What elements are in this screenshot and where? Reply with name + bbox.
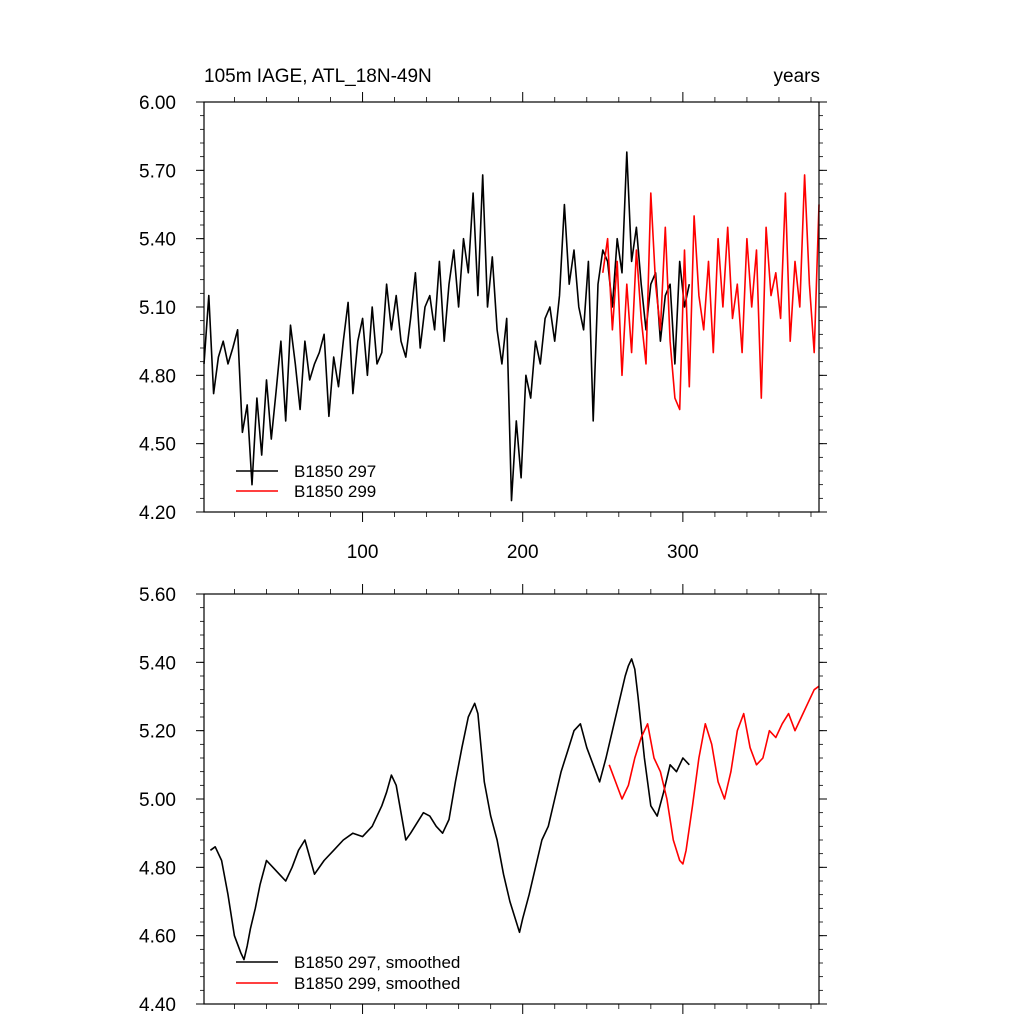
series-line-b1850-299 bbox=[602, 174, 820, 411]
series-line-b1850-297 bbox=[209, 658, 690, 961]
bottom-legend-label-299: B1850 299, smoothed bbox=[294, 974, 460, 993]
y-tick-label: 5.10 bbox=[139, 298, 176, 319]
top-legend: B1850 297 B1850 299 bbox=[236, 462, 376, 501]
top-chart-title: 105m IAGE, ATL_18N-49N bbox=[204, 66, 432, 87]
y-tick-label: 5.70 bbox=[139, 161, 176, 182]
bottom-plot-frame bbox=[203, 593, 820, 1005]
bottom-panel: 4.40 4.60 4.80 5.00 5.20 5.40 5.60 B1850 297, … bbox=[139, 584, 827, 1016]
y-tick-label: 4.20 bbox=[139, 503, 176, 524]
y-tick-label: 4.60 bbox=[139, 927, 176, 948]
y-tick-label: 5.20 bbox=[139, 722, 176, 743]
bottom-legend-label-297: B1850 297, smoothed bbox=[294, 953, 460, 972]
top-plot-frame bbox=[203, 101, 820, 513]
bottom-legend: B1850 297, smoothed B1850 299, smoothed bbox=[236, 953, 460, 993]
x-tick-label: 200 bbox=[507, 542, 539, 563]
y-tick-label: 5.00 bbox=[139, 790, 176, 811]
y-tick-label: 4.50 bbox=[139, 435, 176, 456]
y-tick-label: 4.40 bbox=[139, 995, 176, 1016]
top-axis-ticks: 4.20 4.50 4.80 5.10 5.40 5.70 6.00 100 200 300 bbox=[139, 92, 827, 563]
x-tick-label: 300 bbox=[667, 542, 699, 563]
y-tick-label: 4.80 bbox=[139, 366, 176, 387]
series-line-b1850-299 bbox=[608, 685, 820, 865]
top-chart-right-label: years bbox=[774, 66, 820, 87]
top-legend-label-297: B1850 297 bbox=[294, 462, 376, 481]
top-panel: 105m IAGE, ATL_18N-49N years 4.20 4.50 4.8… bbox=[139, 66, 827, 563]
bottom-series-lines bbox=[209, 658, 820, 961]
y-tick-label: 6.00 bbox=[139, 93, 176, 114]
x-tick-label: 100 bbox=[347, 542, 379, 563]
bottom-axis-ticks: 4.40 4.60 4.80 5.00 5.20 5.40 5.60 bbox=[139, 584, 827, 1016]
series-line-b1850-297 bbox=[203, 151, 691, 502]
y-tick-label: 5.40 bbox=[139, 653, 176, 674]
y-tick-label: 5.60 bbox=[139, 585, 176, 606]
top-series-lines bbox=[203, 151, 820, 502]
y-tick-label: 4.80 bbox=[139, 858, 176, 879]
y-tick-label: 5.40 bbox=[139, 230, 176, 251]
top-legend-label-299: B1850 299 bbox=[294, 482, 376, 501]
